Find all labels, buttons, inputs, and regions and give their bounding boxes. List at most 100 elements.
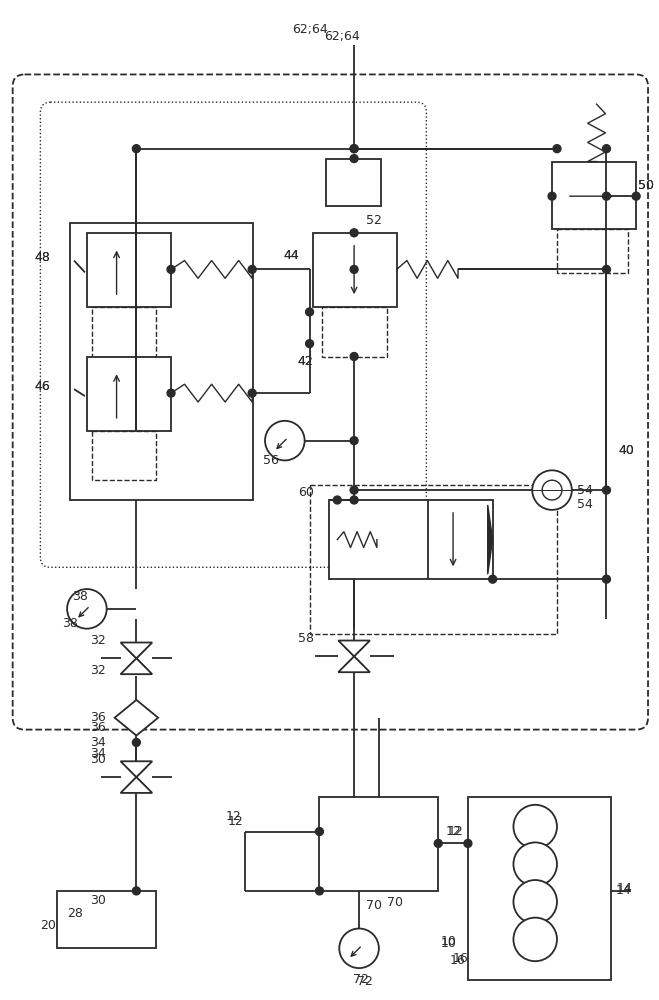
Text: 46: 46 [34,380,50,393]
Polygon shape [488,505,493,574]
Text: 38: 38 [72,590,88,603]
Text: 54: 54 [577,498,592,511]
Text: 50: 50 [638,179,654,192]
Circle shape [532,470,572,510]
Polygon shape [338,641,370,656]
Circle shape [513,842,557,886]
Bar [552,162,636,229]
Bar [70,223,253,500]
Bar [330,500,493,579]
Circle shape [67,589,107,629]
Circle shape [339,929,379,968]
Bar [87,357,171,431]
Text: 42: 42 [298,355,314,368]
Text: 40: 40 [618,444,634,457]
Text: 38: 38 [62,617,78,630]
Text: 62;64: 62;64 [292,23,328,36]
Text: 44: 44 [284,249,300,262]
Circle shape [632,192,640,200]
Text: 34: 34 [90,747,105,760]
Text: 10: 10 [440,935,456,948]
Circle shape [553,145,561,153]
Circle shape [548,192,556,200]
Circle shape [602,486,610,494]
Text: 12: 12 [227,815,243,828]
Circle shape [602,192,610,200]
Text: 52: 52 [366,214,382,227]
Text: 10: 10 [440,937,456,950]
Circle shape [513,880,557,924]
Circle shape [350,486,358,494]
Text: 70: 70 [387,896,403,909]
Text: 58: 58 [298,632,314,645]
Text: 16: 16 [453,952,469,965]
Text: 30: 30 [90,894,105,907]
Circle shape [489,575,497,583]
Circle shape [350,145,358,153]
Text: 70: 70 [366,899,382,912]
Bar [557,229,628,273]
Bar [92,307,156,357]
Circle shape [350,145,358,153]
Text: 42: 42 [298,355,314,368]
Circle shape [167,265,175,273]
Bar [87,233,171,307]
Text: 36: 36 [90,711,105,724]
Text: 48: 48 [34,251,50,264]
Text: 44: 44 [284,249,300,262]
Text: 20: 20 [40,919,56,932]
Circle shape [316,828,324,835]
Text: 72: 72 [353,973,369,986]
Polygon shape [115,700,158,736]
Text: 12: 12 [448,825,464,838]
Bar [326,159,381,206]
Text: 62;64: 62;64 [324,30,360,43]
Polygon shape [121,761,152,777]
Text: 14: 14 [616,882,632,895]
Circle shape [602,145,610,153]
Polygon shape [121,643,152,658]
Text: 32: 32 [90,664,105,677]
Bar [320,797,438,891]
Circle shape [602,575,610,583]
Circle shape [265,421,304,460]
Polygon shape [338,656,370,672]
Circle shape [350,229,358,237]
Circle shape [132,739,140,746]
Circle shape [350,496,358,504]
Text: 16: 16 [450,954,466,967]
Circle shape [306,308,314,316]
Text: 12: 12 [225,810,241,823]
Circle shape [513,918,557,961]
Text: 32: 32 [90,634,105,647]
Circle shape [434,839,442,847]
Text: 46: 46 [34,380,50,393]
Text: 30: 30 [90,753,105,766]
Circle shape [316,887,324,895]
Text: 56: 56 [263,454,279,467]
Circle shape [513,805,557,848]
Text: 14: 14 [616,884,631,897]
Circle shape [167,389,175,397]
Text: 12: 12 [446,825,462,838]
Polygon shape [121,777,152,793]
Text: 50: 50 [638,179,654,192]
Circle shape [464,839,472,847]
Text: 36: 36 [90,721,105,734]
Text: 60: 60 [298,486,314,499]
Circle shape [542,480,562,500]
Text: 40: 40 [618,444,634,457]
Circle shape [333,496,341,504]
Circle shape [132,887,140,895]
Bar [310,485,557,634]
Circle shape [350,353,358,360]
Bar [312,233,397,307]
Text: 54: 54 [577,484,592,497]
Bar [468,797,612,980]
Polygon shape [121,658,152,674]
Circle shape [248,265,256,273]
Circle shape [350,265,358,273]
Circle shape [350,155,358,163]
Text: 72: 72 [357,975,373,988]
Circle shape [350,437,358,445]
